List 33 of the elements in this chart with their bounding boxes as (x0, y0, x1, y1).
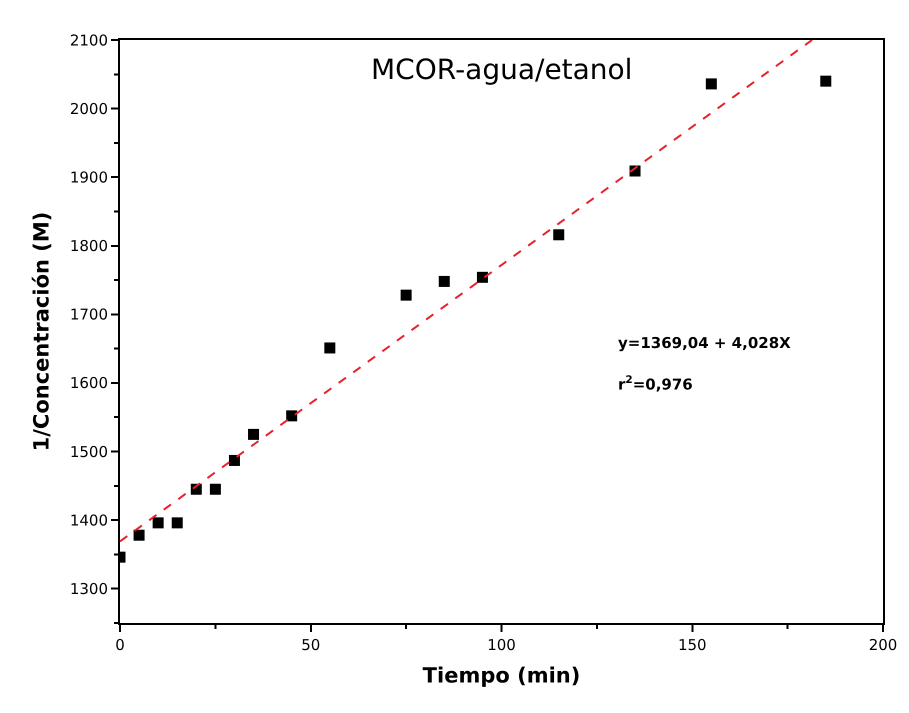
point (248, 428, 260, 440)
annotation: y=1369,04 + 4,028X (618, 334, 792, 352)
annotation: r$^{2}$=0,976 (618, 374, 693, 394)
x-tick-label: 200 (868, 636, 898, 654)
point (210, 484, 221, 495)
text: MCOR-agua/etanol (371, 53, 632, 86)
x-tick-label: 50 (301, 636, 320, 654)
y-tick-label: 1300 (70, 580, 108, 598)
y-tick-label: 1600 (70, 374, 108, 392)
y-tick-label: 2100 (70, 31, 108, 50)
point (286, 410, 298, 422)
point (820, 76, 832, 87)
point (400, 290, 412, 301)
x-tick-label: 0 (115, 636, 125, 654)
point (706, 78, 717, 90)
x-tick-label: 100 (487, 636, 516, 654)
x-axis-title: Tiempo (min) (422, 664, 580, 688)
y-tick-label: 1400 (70, 511, 108, 530)
y-tick-label: 1900 (70, 168, 108, 186)
point (476, 272, 488, 283)
y-tick-label: 1800 (70, 237, 108, 256)
y-axis-title: 1/Concentración (M) (29, 212, 54, 452)
y-tick-label: 1500 (70, 442, 108, 461)
point (134, 530, 145, 541)
y-tick-label: 1700 (70, 306, 108, 324)
point (553, 229, 564, 240)
point (172, 517, 183, 528)
point (228, 454, 240, 466)
y-tick-label: 2000 (70, 100, 108, 118)
point (438, 276, 450, 287)
x-tick-label: 150 (678, 636, 707, 654)
point (324, 342, 336, 354)
point (152, 517, 164, 528)
